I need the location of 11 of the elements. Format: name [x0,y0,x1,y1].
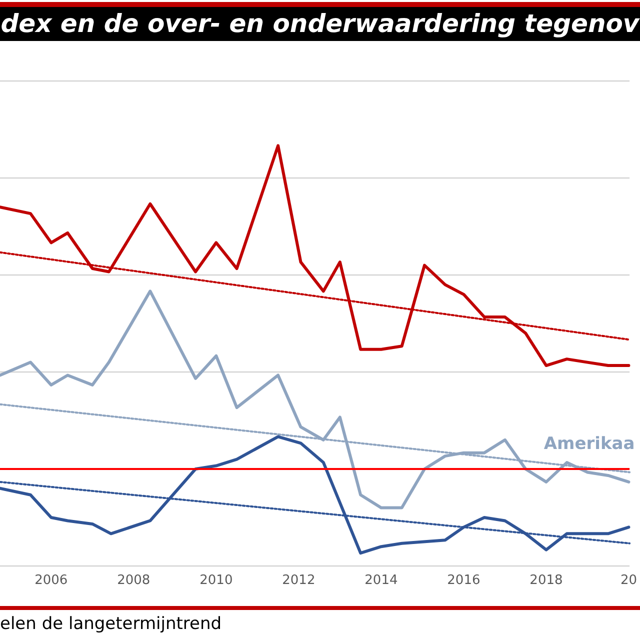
x-tick-label: 2016 [447,573,480,588]
series-label: Amerikaa [544,434,635,454]
x-tick-label: 2010 [200,573,233,588]
x-tick-label: 2006 [34,573,68,588]
x-tick-label: 20 [620,573,637,588]
x-tick-label: 2012 [282,573,316,588]
text: elen de langetermijntrend [0,614,223,634]
x-tick-label: 2014 [364,573,398,588]
x-tick-label: 2008 [117,573,150,588]
chart-title: dex en de over- en onderwaardering tegenov [0,2,640,41]
x-tick-label: 2018 [530,573,563,588]
